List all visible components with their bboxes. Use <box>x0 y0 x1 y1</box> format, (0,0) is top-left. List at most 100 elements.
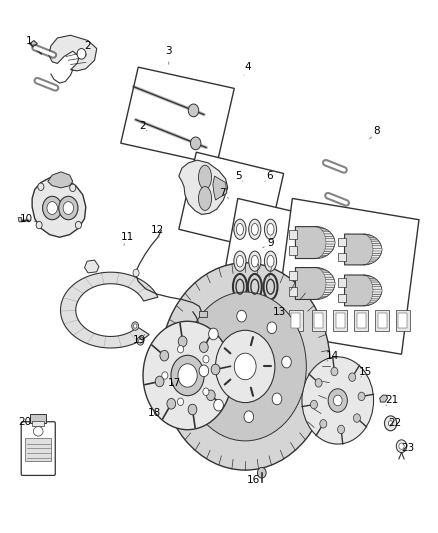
Circle shape <box>333 395 342 406</box>
Polygon shape <box>370 280 378 282</box>
Ellipse shape <box>267 223 274 235</box>
Bar <box>289 246 297 255</box>
Polygon shape <box>179 160 228 214</box>
Polygon shape <box>366 263 372 264</box>
Polygon shape <box>29 41 37 47</box>
Polygon shape <box>318 256 325 257</box>
Polygon shape <box>85 260 99 273</box>
Text: 7: 7 <box>219 188 226 198</box>
Ellipse shape <box>234 251 246 271</box>
Circle shape <box>206 390 215 401</box>
Circle shape <box>134 324 137 328</box>
Text: 11: 11 <box>121 232 134 243</box>
Bar <box>354 310 368 332</box>
Polygon shape <box>324 290 333 292</box>
Text: 2: 2 <box>139 120 146 131</box>
Circle shape <box>184 292 306 441</box>
Polygon shape <box>380 395 388 402</box>
Ellipse shape <box>237 223 244 235</box>
Polygon shape <box>323 273 332 275</box>
Polygon shape <box>368 262 374 263</box>
Bar <box>289 310 303 332</box>
Polygon shape <box>366 235 372 236</box>
FancyBboxPatch shape <box>21 422 55 475</box>
Circle shape <box>349 373 356 382</box>
Text: 5: 5 <box>235 171 242 181</box>
Polygon shape <box>324 275 333 277</box>
Bar <box>338 278 346 287</box>
Polygon shape <box>325 239 335 241</box>
Circle shape <box>353 414 360 422</box>
Polygon shape <box>373 289 381 292</box>
Polygon shape <box>323 292 332 294</box>
Text: 8: 8 <box>374 126 380 136</box>
Text: 14: 14 <box>326 351 339 361</box>
Polygon shape <box>48 172 73 188</box>
Circle shape <box>47 201 57 214</box>
Ellipse shape <box>234 219 246 239</box>
Circle shape <box>171 356 204 395</box>
Polygon shape <box>320 255 327 256</box>
Polygon shape <box>365 275 369 276</box>
Polygon shape <box>368 277 374 278</box>
Text: 4: 4 <box>244 62 251 72</box>
Circle shape <box>203 388 209 395</box>
Circle shape <box>320 419 327 428</box>
Ellipse shape <box>251 255 258 267</box>
Circle shape <box>311 400 318 409</box>
Polygon shape <box>324 249 333 251</box>
Polygon shape <box>322 253 329 255</box>
Ellipse shape <box>249 251 261 271</box>
Bar <box>378 313 387 328</box>
Bar <box>399 313 407 328</box>
Text: 19: 19 <box>133 335 146 345</box>
Circle shape <box>331 367 338 376</box>
Circle shape <box>137 337 144 345</box>
Circle shape <box>389 421 393 426</box>
Polygon shape <box>325 244 335 246</box>
Text: 2: 2 <box>85 41 92 51</box>
Text: 3: 3 <box>166 46 172 56</box>
Circle shape <box>188 104 199 117</box>
Circle shape <box>162 372 168 379</box>
Circle shape <box>178 336 187 347</box>
Circle shape <box>133 269 139 277</box>
Polygon shape <box>223 198 317 303</box>
Bar <box>32 421 44 426</box>
Polygon shape <box>318 228 325 229</box>
Polygon shape <box>275 198 419 354</box>
Polygon shape <box>323 251 332 253</box>
Bar <box>30 414 46 423</box>
Text: 17: 17 <box>168 378 181 389</box>
Polygon shape <box>322 294 329 296</box>
Polygon shape <box>373 251 381 253</box>
Ellipse shape <box>265 251 277 271</box>
Polygon shape <box>373 246 381 248</box>
Circle shape <box>215 330 275 402</box>
Ellipse shape <box>267 255 274 267</box>
Polygon shape <box>372 253 381 256</box>
Text: 16: 16 <box>247 475 260 485</box>
Polygon shape <box>318 297 325 298</box>
Circle shape <box>234 353 256 379</box>
Circle shape <box>132 322 139 330</box>
Circle shape <box>237 310 247 322</box>
Polygon shape <box>372 243 381 246</box>
Circle shape <box>258 467 266 478</box>
Circle shape <box>211 364 220 375</box>
Circle shape <box>36 221 42 229</box>
Polygon shape <box>368 303 374 304</box>
Polygon shape <box>325 277 334 280</box>
Ellipse shape <box>249 219 261 239</box>
Text: 13: 13 <box>272 306 286 317</box>
Circle shape <box>38 183 44 190</box>
Circle shape <box>70 184 76 191</box>
Circle shape <box>160 350 169 361</box>
Polygon shape <box>370 239 378 241</box>
Ellipse shape <box>198 165 212 189</box>
Polygon shape <box>325 285 335 287</box>
Circle shape <box>396 440 407 453</box>
Circle shape <box>160 263 330 470</box>
Bar <box>289 230 297 239</box>
Circle shape <box>167 399 176 409</box>
